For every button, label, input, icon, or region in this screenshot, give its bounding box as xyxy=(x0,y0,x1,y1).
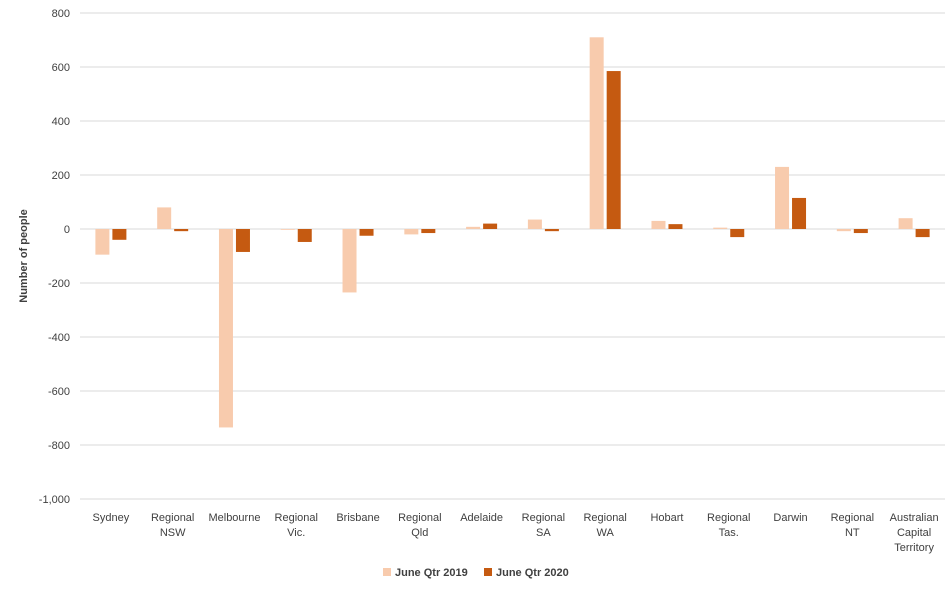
x-category-label: Regional xyxy=(275,512,318,524)
x-category-label: Australian xyxy=(890,512,939,524)
legend: June Qtr 2019 June Qtr 2020 xyxy=(383,567,569,579)
x-category-label: Regional xyxy=(831,512,874,524)
legend-swatch xyxy=(484,568,492,576)
bar-2019 xyxy=(651,220,666,229)
y-tick-label: -800 xyxy=(48,440,70,452)
x-category-label: Regional xyxy=(398,512,441,524)
bar-2019 xyxy=(898,218,913,229)
bar-2020 xyxy=(112,229,127,240)
y-tick-label: 200 xyxy=(52,170,70,182)
x-axis-category-labels: Sydney Regional NSW Melbourne Regional Vic. Br… xyxy=(93,512,939,554)
x-category-label: NSW xyxy=(160,527,186,539)
y-tick-label: 600 xyxy=(52,62,70,74)
x-category-label: Adelaide xyxy=(460,512,503,524)
bar-2019 xyxy=(713,227,728,229)
bar-2020 xyxy=(297,229,312,242)
x-category-label: Melbourne xyxy=(208,512,260,524)
bar-2019 xyxy=(466,226,481,229)
bar-2020 xyxy=(483,223,498,229)
bar-2020 xyxy=(421,229,436,234)
bar-2019 xyxy=(157,207,172,229)
legend-label: June Qtr 2019 xyxy=(395,567,468,579)
bar-2019 xyxy=(218,229,233,428)
y-axis-ticks: 800 600 400 200 0 -200 -400 -600 -800 -1,000 xyxy=(39,8,70,506)
x-category-label: Darwin xyxy=(773,512,807,524)
bar-2019 xyxy=(836,229,851,232)
y-tick-label: -200 xyxy=(48,278,70,290)
bar-2019 xyxy=(527,219,542,229)
bar-2020 xyxy=(359,229,374,236)
bar-2020 xyxy=(174,229,189,232)
x-category-label: Qld xyxy=(411,527,428,539)
bar-2020 xyxy=(792,197,807,229)
bars xyxy=(95,37,930,428)
bar-2020 xyxy=(544,229,559,232)
gridlines xyxy=(80,12,945,500)
y-tick-label: 0 xyxy=(64,224,70,236)
x-category-label: Regional xyxy=(707,512,750,524)
bar-2019 xyxy=(280,229,295,230)
bar-2020 xyxy=(730,229,745,238)
bar-2020 xyxy=(606,71,621,229)
x-category-label: Brisbane xyxy=(336,512,379,524)
bar-2019 xyxy=(404,229,419,235)
y-axis-title: Number of people xyxy=(18,209,30,303)
x-category-label: SA xyxy=(536,527,551,539)
y-tick-label: 400 xyxy=(52,116,70,128)
bar-2019 xyxy=(775,166,790,229)
x-category-label: Sydney xyxy=(93,512,130,524)
x-category-label: Vic. xyxy=(287,527,305,539)
x-category-label: NT xyxy=(845,527,860,539)
bar-2019 xyxy=(95,229,110,255)
bar-2019 xyxy=(342,229,357,293)
y-tick-label: -1,000 xyxy=(39,494,70,506)
y-tick-label: -600 xyxy=(48,386,70,398)
legend-label: June Qtr 2020 xyxy=(496,567,569,579)
x-category-label: Capital xyxy=(897,527,931,539)
y-tick-label: -400 xyxy=(48,332,70,344)
x-category-label: Regional xyxy=(522,512,565,524)
x-category-label: Regional xyxy=(151,512,194,524)
y-tick-label: 800 xyxy=(52,8,70,20)
bar-2019 xyxy=(589,37,604,229)
bar-2020 xyxy=(668,224,683,229)
x-category-label: Territory xyxy=(894,542,934,554)
bar-2020 xyxy=(853,229,868,234)
x-category-label: Tas. xyxy=(719,527,739,539)
x-category-label: Hobart xyxy=(650,512,683,524)
legend-swatch xyxy=(383,568,391,576)
x-category-label: Regional xyxy=(583,512,626,524)
x-category-label: WA xyxy=(597,527,615,539)
bar-2020 xyxy=(915,229,930,238)
bar-2020 xyxy=(235,229,250,252)
